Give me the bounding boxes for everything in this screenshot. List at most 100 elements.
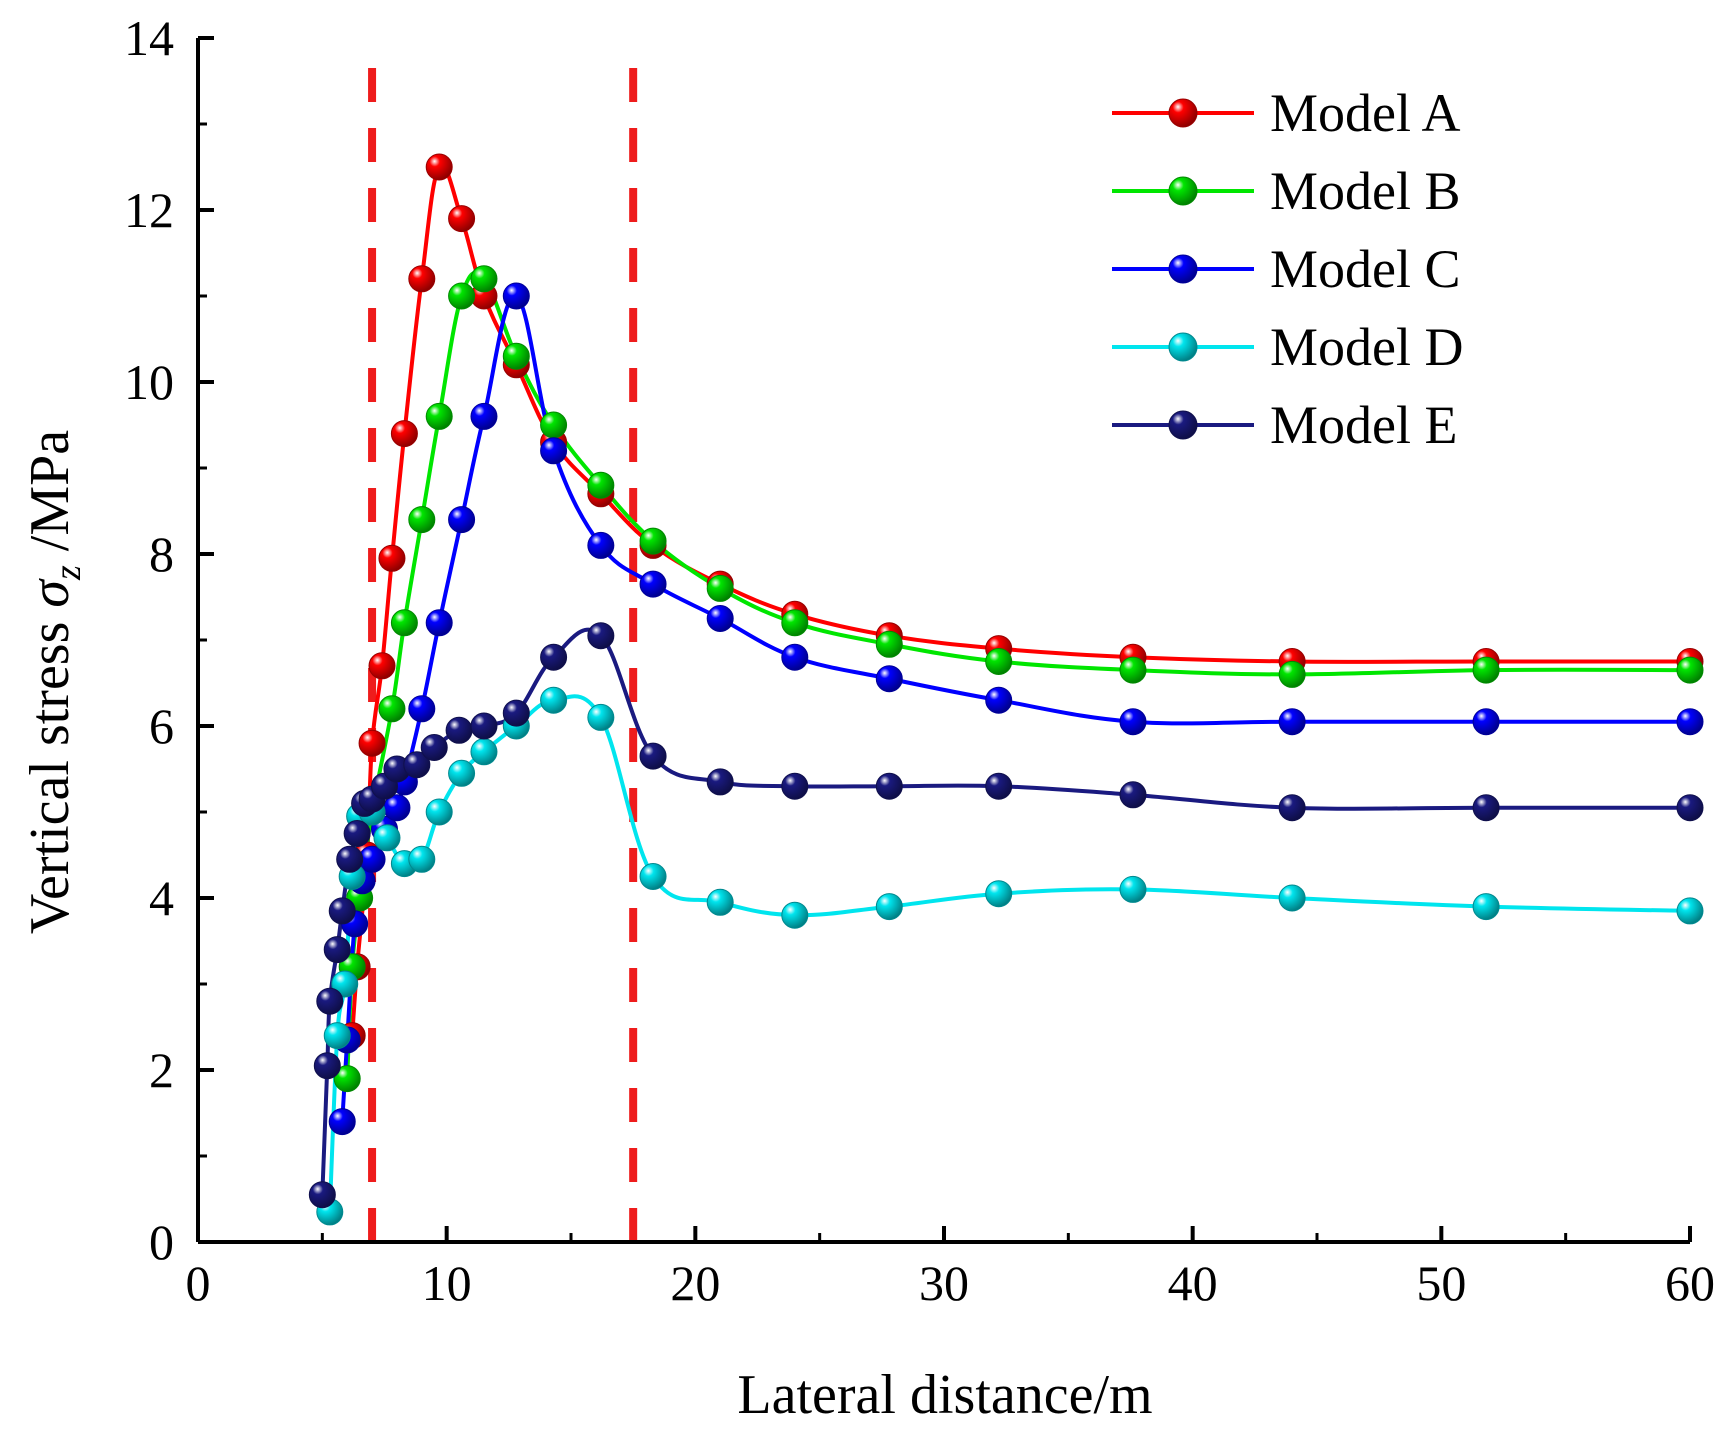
x-tick-label: 10 — [422, 1255, 472, 1311]
legend-marker — [1168, 98, 1198, 128]
data-point — [448, 759, 476, 787]
data-point — [420, 734, 448, 761]
data-point — [316, 987, 344, 1015]
y-axis-title-suffix: /MPa — [19, 430, 81, 565]
data-point — [336, 845, 364, 873]
y-axis-title-subscript: z — [47, 565, 89, 581]
data-point — [425, 798, 453, 826]
series-points-model-a — [338, 153, 1704, 1050]
data-point — [639, 742, 667, 770]
data-point — [985, 880, 1013, 908]
data-point — [781, 772, 809, 800]
data-point — [470, 712, 498, 740]
data-point — [587, 471, 615, 499]
data-point — [639, 570, 667, 598]
x-tick-label: 30 — [919, 1255, 969, 1311]
data-point — [343, 820, 371, 847]
data-point — [1278, 708, 1306, 736]
data-point — [875, 630, 903, 658]
legend-label: Model A — [1270, 83, 1461, 143]
data-point — [706, 768, 734, 796]
y-tick-label: 12 — [124, 182, 174, 238]
data-point — [1278, 660, 1306, 688]
data-point — [308, 1181, 336, 1209]
series-model-d — [327, 694, 1691, 1212]
legend-item-model-b: Model B — [1112, 161, 1461, 221]
data-point — [875, 893, 903, 921]
y-tick-label: 0 — [149, 1214, 174, 1270]
series-layer — [308, 153, 1704, 1226]
data-point — [587, 622, 615, 650]
legend-marker — [1168, 254, 1198, 284]
data-point — [408, 845, 436, 873]
legend-item-model-e: Model E — [1112, 395, 1457, 455]
data-point — [408, 265, 436, 293]
data-point — [1676, 794, 1704, 822]
data-point — [390, 420, 418, 448]
legend-label: Model D — [1270, 317, 1463, 377]
legend-label: Model C — [1270, 239, 1461, 299]
x-tick-label: 40 — [1168, 1255, 1218, 1311]
legend-label: Model E — [1270, 395, 1457, 455]
series-points-model-e — [308, 622, 1704, 1209]
x-tick-label: 60 — [1665, 1255, 1715, 1311]
data-point — [378, 695, 406, 723]
data-point — [470, 402, 498, 430]
data-point — [448, 205, 476, 233]
axes: 0 10 20 30 40 50 60 0 2 4 6 8 10 12 14 — [124, 10, 1715, 1311]
data-point — [706, 605, 734, 632]
data-point — [1119, 708, 1147, 736]
legend-item-model-d: Model D — [1112, 317, 1463, 377]
series-line-model-d — [327, 694, 1691, 1212]
data-point — [425, 609, 453, 637]
data-point — [390, 609, 418, 637]
series-points-model-d — [316, 686, 1704, 1226]
data-point — [1676, 897, 1704, 925]
data-point — [328, 1108, 356, 1136]
data-point — [445, 716, 473, 744]
legend-marker — [1168, 176, 1198, 206]
data-point — [408, 506, 436, 534]
data-point — [985, 772, 1013, 800]
y-tick-label: 14 — [124, 10, 174, 66]
data-point — [587, 703, 615, 731]
legend-marker — [1168, 410, 1198, 440]
data-point — [587, 531, 615, 559]
data-point — [875, 665, 903, 693]
data-point — [328, 897, 356, 925]
data-point — [502, 282, 530, 310]
data-point — [502, 699, 530, 727]
data-point — [781, 609, 809, 637]
y-tick-label: 2 — [149, 1042, 174, 1098]
data-point — [403, 751, 431, 779]
data-point — [373, 824, 401, 852]
data-point — [378, 544, 406, 572]
legend-item-model-a: Model A — [1112, 83, 1461, 143]
data-point — [1472, 708, 1500, 736]
data-point — [540, 686, 568, 714]
data-point — [1119, 781, 1147, 809]
data-point — [333, 1065, 361, 1093]
data-point — [313, 1052, 341, 1080]
data-point — [781, 901, 809, 929]
data-point — [781, 643, 809, 671]
data-point — [1278, 794, 1306, 822]
legend-item-model-c: Model C — [1112, 239, 1461, 299]
data-point — [470, 265, 498, 293]
y-tick-label: 6 — [149, 698, 174, 754]
y-axis-title-symbol: σ — [19, 578, 81, 608]
data-point — [368, 652, 396, 680]
y-axis-title: Vertical stress σz /MPa — [19, 430, 89, 934]
data-point — [448, 506, 476, 534]
data-point — [323, 936, 351, 964]
data-point — [448, 282, 476, 310]
data-point — [408, 695, 436, 723]
data-point — [639, 527, 667, 555]
data-point — [502, 342, 530, 370]
legend: Model A Model B Model C Model D Model E — [1112, 83, 1463, 455]
data-point — [639, 863, 667, 890]
data-point — [1278, 884, 1306, 912]
data-point — [1472, 794, 1500, 822]
y-tick-label: 4 — [149, 870, 174, 926]
